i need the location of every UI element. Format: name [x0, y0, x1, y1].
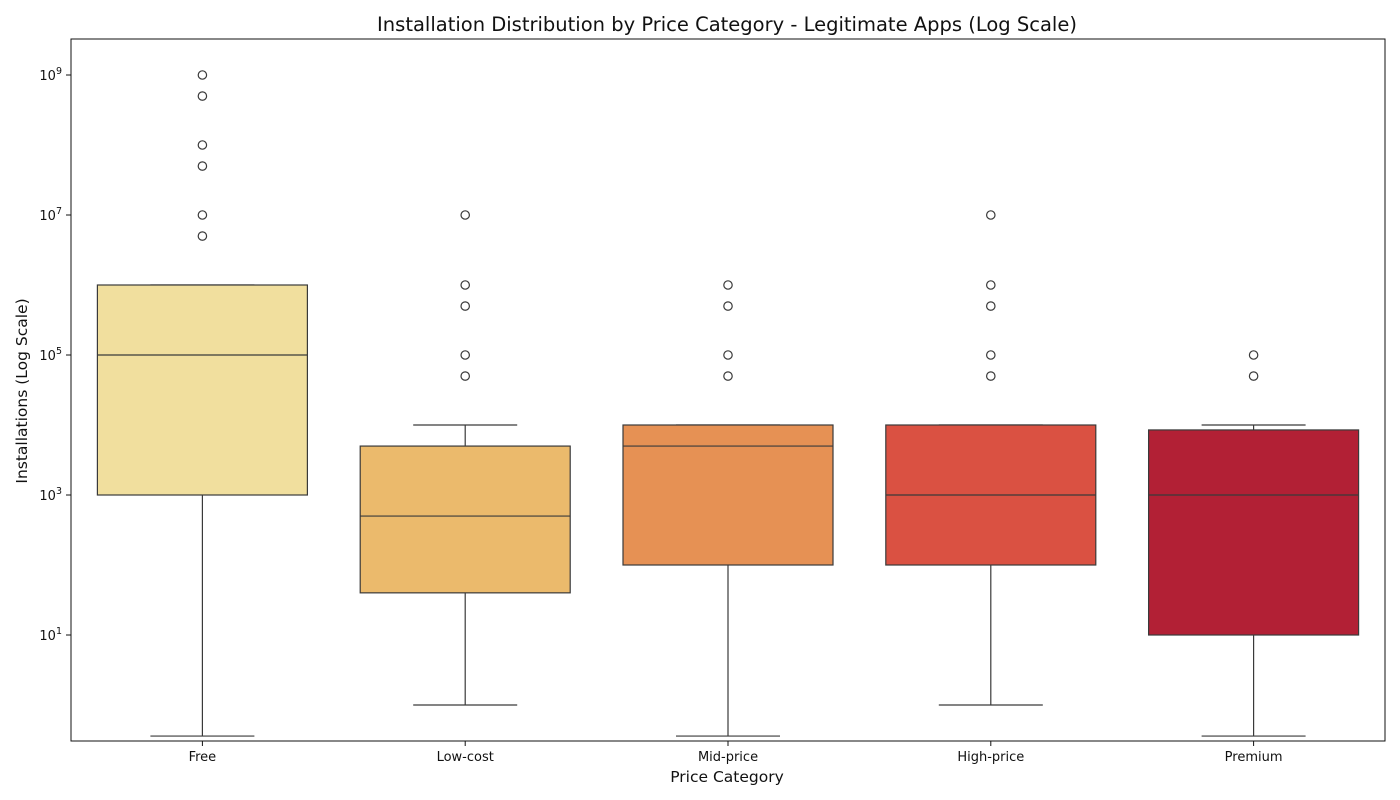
- outlier-premium: [1248, 350, 1259, 360]
- outlier-mid-price: [723, 350, 733, 360]
- box-free: [96, 284, 309, 496]
- box-premium: [1147, 429, 1360, 636]
- outlier-free: [197, 91, 208, 101]
- outlier-mid-price: [723, 280, 733, 290]
- outlier-high-price: [985, 301, 996, 311]
- box-low-cost: [359, 445, 571, 594]
- y-tick-label: 103: [39, 486, 62, 504]
- x-tick-label-high-price: High-price: [957, 750, 1024, 765]
- outlier-free: [197, 70, 208, 80]
- box-mid-price: [622, 424, 834, 566]
- plot-area: Free Low-cost Mid-price High-price Premium 10…: [39, 38, 1386, 765]
- outlier-high-price: [985, 280, 996, 290]
- x-tick-label-free: Free: [189, 750, 217, 765]
- outlier-mid-price: [723, 301, 733, 311]
- outlier-low-cost: [460, 371, 470, 381]
- outlier-high-price: [985, 371, 996, 381]
- outlier-free: [197, 210, 208, 220]
- chart-title: Installation Distribution by Price Categ…: [377, 13, 1077, 36]
- y-tick-label: 105: [39, 346, 62, 364]
- x-axis-label: Price Category: [670, 768, 784, 786]
- outlier-low-cost: [460, 301, 470, 311]
- outlier-free: [197, 140, 208, 150]
- plot-frame: [70, 38, 1386, 742]
- y-axis-label: Installations (Log Scale): [13, 298, 31, 483]
- outlier-premium: [1248, 371, 1259, 381]
- outlier-high-price: [985, 210, 996, 220]
- outlier-free: [197, 161, 208, 171]
- x-tick-label-premium: Premium: [1225, 750, 1283, 765]
- x-tick-label-mid-price: Mid-price: [698, 750, 758, 765]
- outlier-free: [197, 231, 208, 241]
- outlier-mid-price: [723, 371, 733, 381]
- outlier-low-cost: [460, 280, 470, 290]
- y-tick-label: 109: [39, 66, 62, 84]
- x-tick-label-low-cost: Low-cost: [437, 750, 494, 765]
- outlier-low-cost: [460, 350, 470, 360]
- outlier-high-price: [985, 350, 996, 360]
- outlier-low-cost: [460, 210, 470, 220]
- y-tick-label: 101: [39, 626, 62, 644]
- y-tick-label: 107: [39, 206, 62, 224]
